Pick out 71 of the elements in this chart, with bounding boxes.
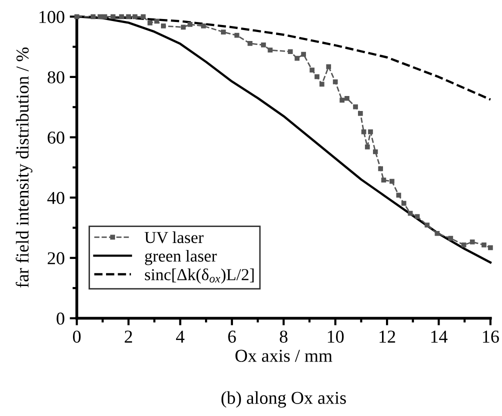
point <box>234 32 240 38</box>
point <box>488 245 493 250</box>
legend-label: UV laser <box>144 231 204 244</box>
legend-label: sinc[Δk(δ$_{ox}$)L/2] <box>144 268 254 284</box>
point <box>188 22 192 27</box>
point <box>294 56 300 61</box>
point <box>310 68 314 72</box>
point <box>180 24 186 30</box>
point <box>364 144 370 150</box>
y-tick-label: 40 <box>47 192 64 204</box>
point <box>102 14 108 20</box>
x-tick-label: 0 <box>72 330 81 343</box>
point <box>368 129 373 134</box>
point <box>220 30 226 34</box>
y-tick-label: 100 <box>40 10 64 24</box>
x-tick-label: 4 <box>176 330 184 343</box>
x-tick-label: 6 <box>228 330 236 343</box>
point <box>482 242 486 248</box>
point <box>448 236 454 241</box>
point <box>132 14 138 20</box>
point <box>461 242 466 248</box>
y-tick-label: 80 <box>48 71 64 84</box>
y-tick-label: 20 <box>48 252 64 264</box>
point <box>110 14 116 20</box>
point <box>288 49 293 54</box>
point <box>340 98 344 103</box>
point <box>372 149 378 154</box>
point <box>381 178 386 183</box>
point <box>408 210 413 216</box>
point <box>319 82 324 87</box>
y-tick-label: 0 <box>56 312 64 325</box>
point <box>470 240 475 244</box>
point <box>396 192 402 198</box>
point <box>248 41 252 46</box>
point <box>201 24 206 28</box>
point <box>98 14 103 20</box>
x-tick-label: 16 <box>483 330 499 343</box>
point <box>119 14 124 20</box>
point <box>126 14 131 20</box>
y-axis-title: far field intensity distribution / % <box>16 47 32 288</box>
point <box>390 178 394 184</box>
point <box>160 24 166 28</box>
point <box>326 64 332 70</box>
point <box>268 48 273 53</box>
x-tick-label: 10 <box>328 330 344 343</box>
point <box>424 222 430 228</box>
point <box>401 200 406 206</box>
point <box>378 166 384 172</box>
point <box>314 74 320 80</box>
x-tick-label: 12 <box>380 330 396 343</box>
text: (b) along Ox axis <box>221 391 346 408</box>
point <box>261 42 266 48</box>
point <box>344 96 350 101</box>
point <box>74 14 80 20</box>
point <box>154 18 160 24</box>
x-axis-title: Ox axis / mm <box>235 350 332 362</box>
point <box>332 79 338 84</box>
point <box>358 111 363 116</box>
x-tick-label: 8 <box>280 330 288 343</box>
point <box>140 14 146 20</box>
y-tick-label: 60 <box>48 132 64 144</box>
point <box>353 104 358 110</box>
point <box>434 231 440 236</box>
legend-label: green laser <box>144 250 217 266</box>
point <box>90 14 96 20</box>
point <box>301 52 306 57</box>
point <box>148 20 152 26</box>
x-tick-label: 14 <box>431 330 448 343</box>
point <box>361 129 366 134</box>
point <box>414 214 420 220</box>
x-tick-label: 2 <box>124 330 132 343</box>
